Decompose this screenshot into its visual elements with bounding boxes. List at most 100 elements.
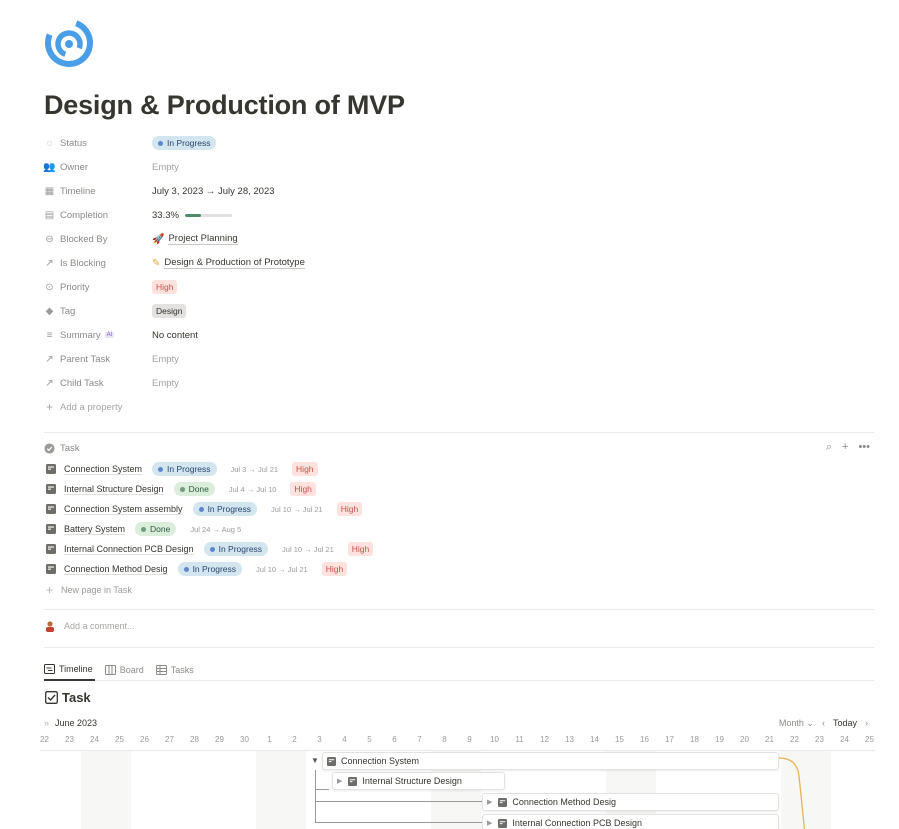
page-icon bbox=[498, 818, 508, 828]
property-child-task[interactable]: ↗ Child Task Empty bbox=[44, 371, 874, 395]
view-tabs: Timeline Board Tasks bbox=[44, 660, 874, 681]
timeline-day-label: 23 bbox=[65, 735, 74, 744]
blocked-icon: ⊖ bbox=[45, 233, 54, 245]
lines-icon: ≡ bbox=[46, 329, 53, 341]
timeline-day-label: 11 bbox=[515, 735, 524, 744]
property-timeline[interactable]: ▦ Timeline July 3, 2023 → July 28, 2023 bbox=[44, 179, 874, 203]
is-blocking-link[interactable]: Design & Production of Prototype bbox=[164, 257, 305, 269]
comment-input[interactable]: Add a comment... bbox=[44, 620, 135, 632]
priority-tag: High bbox=[321, 562, 348, 576]
blocked-by-link[interactable]: Project Planning bbox=[168, 233, 238, 245]
task-name[interactable]: Connection System bbox=[64, 463, 143, 475]
tab-timeline[interactable]: Timeline bbox=[44, 660, 95, 681]
task-row[interactable]: Internal Structure Design Done Jul 4 → Jul… bbox=[44, 479, 874, 499]
property-status[interactable]: ◌ Status In Progress bbox=[44, 131, 874, 155]
timeline-value[interactable]: July 3, 2023 → July 28, 2023 bbox=[152, 185, 275, 197]
property-is-blocking[interactable]: ↗ Is Blocking ✎ Design & Production of Pro… bbox=[44, 251, 874, 275]
comment-placeholder: Add a comment... bbox=[64, 621, 135, 631]
timeline-bar[interactable]: ▶ Connection Method Desig bbox=[482, 793, 779, 811]
task-header: Task bbox=[44, 439, 874, 457]
task-date: Jul 3 → Jul 21 bbox=[230, 464, 279, 474]
new-page-button[interactable]: + New page in Task bbox=[44, 579, 874, 601]
property-label: Summary bbox=[60, 329, 101, 341]
task-name[interactable]: Internal Structure Design bbox=[64, 483, 164, 495]
design-tag[interactable]: Design bbox=[152, 304, 187, 318]
owner-value[interactable]: Empty bbox=[152, 161, 179, 173]
chevron-right-icon[interactable]: › bbox=[865, 718, 868, 728]
collapse-caret-icon[interactable]: ▼ bbox=[311, 756, 319, 765]
property-parent-task[interactable]: ↗ Parent Task Empty bbox=[44, 347, 874, 371]
property-label: Priority bbox=[60, 281, 90, 293]
checklist-icon bbox=[45, 691, 58, 704]
property-label: Owner bbox=[60, 161, 88, 173]
timeline-day-label: 1 bbox=[267, 735, 272, 744]
child-task-value[interactable]: Empty bbox=[152, 377, 179, 389]
property-label: Child Task bbox=[60, 377, 104, 389]
property-label: Blocked By bbox=[60, 233, 108, 245]
search-icon[interactable]: ⌕ bbox=[825, 441, 832, 453]
property-label: Status bbox=[60, 137, 87, 149]
timeline-bar-label: Connection System bbox=[341, 756, 420, 766]
task-row[interactable]: Connection System assembly In Progress Jul… bbox=[44, 499, 874, 519]
ai-badge: AI bbox=[104, 332, 115, 338]
tab-tasks[interactable]: Tasks bbox=[155, 660, 196, 681]
people-icon: 👥 bbox=[43, 161, 56, 173]
timeline-bar-label: Internal Connection PCB Design bbox=[512, 818, 642, 828]
pencil-icon: ✎ bbox=[152, 257, 161, 269]
expand-caret-icon[interactable]: ▶ bbox=[487, 799, 493, 806]
expand-caret-icon[interactable]: ▶ bbox=[337, 778, 343, 785]
status-badge: In Progress bbox=[192, 502, 258, 516]
timeline-day-label: 27 bbox=[165, 735, 174, 744]
priority-tag: High bbox=[347, 542, 374, 556]
chevron-left-icon[interactable]: ‹ bbox=[821, 718, 825, 728]
property-owner[interactable]: 👥 Owner Empty bbox=[43, 155, 874, 179]
tab-board[interactable]: Board bbox=[104, 660, 146, 681]
rocket-icon: 🚀 bbox=[152, 233, 165, 245]
plus-icon[interactable]: + bbox=[842, 441, 849, 453]
timeline-bar[interactable]: Connection System bbox=[322, 752, 779, 770]
timeline-day-label: 26 bbox=[140, 735, 149, 744]
tree-connector bbox=[315, 770, 485, 823]
property-blocked-by[interactable]: ⊖ Blocked By 🚀 Project Planning bbox=[44, 227, 874, 251]
timeline-day-label: 2 bbox=[292, 735, 297, 744]
task-date: Jul 4 → Jul 10 bbox=[228, 484, 277, 494]
timeline-bar[interactable]: ▶ Internal Connection PCB Design bbox=[482, 814, 779, 829]
more-icon[interactable]: ••• bbox=[858, 441, 870, 453]
task-name[interactable]: Connection System assembly bbox=[64, 503, 183, 515]
property-label: Tag bbox=[60, 305, 76, 317]
summary-value[interactable]: No content bbox=[152, 329, 198, 341]
timeline-bar[interactable]: ▶ Internal Structure Design bbox=[332, 772, 505, 790]
property-tag[interactable]: ◆ Tag Design bbox=[44, 299, 874, 323]
task-row[interactable]: Internal Connection PCB Design In Progres… bbox=[44, 539, 874, 559]
timeline-day-label: 30 bbox=[240, 735, 249, 744]
task-date: Jul 10 → Jul 21 bbox=[256, 564, 308, 574]
expand-caret-icon[interactable]: ▶ bbox=[487, 820, 493, 827]
add-property-button[interactable]: + Add a property bbox=[44, 395, 874, 419]
today-button[interactable]: Today bbox=[832, 718, 857, 728]
scale-select[interactable]: Month ⌄ bbox=[778, 717, 814, 728]
task-row[interactable]: Battery System Done Jul 24 → Aug 5 bbox=[44, 519, 874, 539]
status-badge: In Progress bbox=[177, 562, 243, 576]
timeline-day-label: 17 bbox=[665, 735, 674, 744]
avatar bbox=[46, 621, 54, 632]
task-name[interactable]: Internal Connection PCB Design bbox=[64, 543, 194, 555]
property-summary[interactable]: ≡ Summary AI No content bbox=[44, 323, 874, 347]
page-icon bbox=[46, 524, 56, 534]
property-priority[interactable]: ⊙ Priority High bbox=[44, 275, 874, 299]
task-row[interactable]: Connection Method Desig In Progress Jul 10… bbox=[44, 559, 874, 579]
status-badge[interactable]: In Progress bbox=[152, 136, 217, 150]
task-row[interactable]: Connection System In Progress Jul 3 → Jul … bbox=[44, 459, 874, 479]
database-title[interactable]: Task bbox=[45, 690, 91, 705]
timeline-grid: 25 24 23 22 21 20 19 18 17 16 15 14 13 12 11 10 9 8 7 6 5 4 3 2… bbox=[40, 732, 875, 829]
task-name[interactable]: Connection Method Desig bbox=[64, 563, 168, 575]
property-label: Is Blocking bbox=[60, 257, 106, 269]
timeline-icon bbox=[44, 664, 55, 674]
priority-tag[interactable]: High bbox=[152, 280, 178, 294]
property-completion: ▤ Completion 33.3% bbox=[44, 203, 874, 227]
parent-task-value[interactable]: Empty bbox=[152, 353, 179, 365]
timeline-day-label: 6 bbox=[392, 735, 397, 744]
timeline-day-label: 25 bbox=[865, 735, 874, 744]
double-chevron-right-icon[interactable]: » bbox=[44, 718, 50, 728]
divider bbox=[44, 432, 874, 433]
task-name[interactable]: Battery System bbox=[64, 523, 126, 535]
